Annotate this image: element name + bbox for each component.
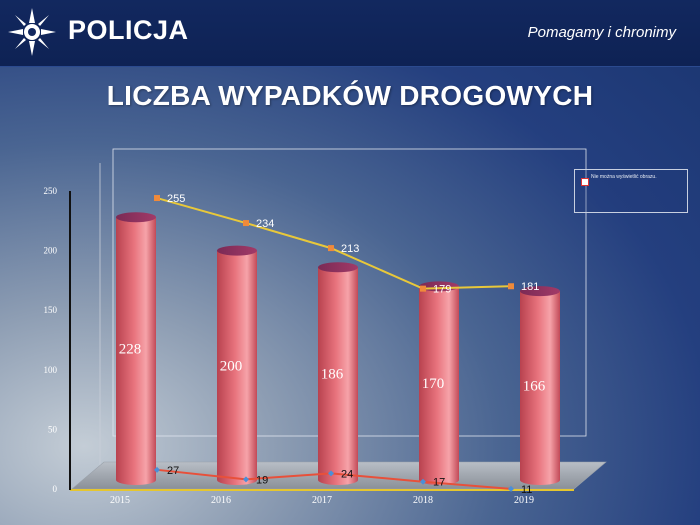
bar-value-label: 166	[523, 379, 546, 395]
bar	[116, 217, 156, 485]
upper-series-value-label: 213	[341, 243, 359, 255]
bar	[217, 250, 257, 485]
upper-series-marker	[420, 285, 426, 292]
y-tick-label: 100	[44, 365, 58, 375]
chart-legend: Nie można wyświetlić obrazu.	[574, 169, 688, 213]
lower-series-marker	[508, 485, 514, 492]
x-tick-label: 2018	[413, 495, 433, 506]
bar-value-label: 186	[321, 367, 344, 383]
y-tick-label: 0	[53, 484, 58, 494]
bar-top	[217, 245, 257, 256]
bar-value-label: 228	[119, 342, 142, 358]
lower-series-marker	[328, 470, 334, 477]
bar	[318, 267, 358, 485]
bar	[419, 286, 459, 485]
lower-series-value-label: 11	[521, 484, 532, 496]
bar-value-label: 200	[220, 358, 243, 374]
header-bar: POLICJA Pomagamy i chronimy	[0, 0, 700, 67]
upper-series-marker	[328, 245, 334, 252]
lower-series-marker	[154, 466, 160, 473]
x-tick-label: 2017	[312, 495, 332, 506]
police-star-icon	[8, 8, 56, 56]
y-tick-label: 50	[48, 424, 58, 434]
upper-series-marker	[154, 195, 160, 202]
bar	[520, 291, 560, 485]
lower-series-value-label: 19	[256, 474, 268, 486]
upper-series-marker	[508, 283, 514, 290]
brand-name: POLICJA	[68, 15, 189, 45]
y-tick-label: 250	[44, 186, 58, 196]
legend-placeholder-text: Nie można wyświetlić obrazu.	[591, 174, 657, 180]
x-tick-label: 2015	[110, 495, 130, 506]
bar-top	[318, 262, 358, 273]
lower-series-value-label: 17	[433, 477, 445, 489]
upper-series-value-label: 255	[167, 193, 185, 205]
y-tick-label: 200	[44, 246, 58, 256]
x-tick-label: 2019	[514, 495, 534, 506]
bar-value-label: 170	[422, 376, 445, 392]
lower-series-value-label: 27	[167, 465, 179, 477]
lower-series-value-label: 24	[341, 468, 353, 480]
bar-top	[116, 212, 156, 223]
page-title: LICZBA WYPADKÓW DROGOWYCH	[106, 80, 594, 111]
bar-top	[520, 286, 560, 297]
slogan: Pomagamy i chronimy	[527, 24, 676, 41]
y-tick-label: 150	[44, 305, 58, 315]
x-tick-label: 2016	[211, 495, 231, 506]
upper-series-marker	[243, 220, 249, 227]
broken-image-icon	[581, 178, 589, 186]
lower-series-marker	[243, 476, 249, 483]
upper-series-value-label: 181	[521, 281, 539, 293]
lower-series-marker	[420, 478, 426, 485]
upper-series-value-label: 179	[433, 284, 451, 296]
upper-series-value-label: 234	[256, 218, 274, 230]
